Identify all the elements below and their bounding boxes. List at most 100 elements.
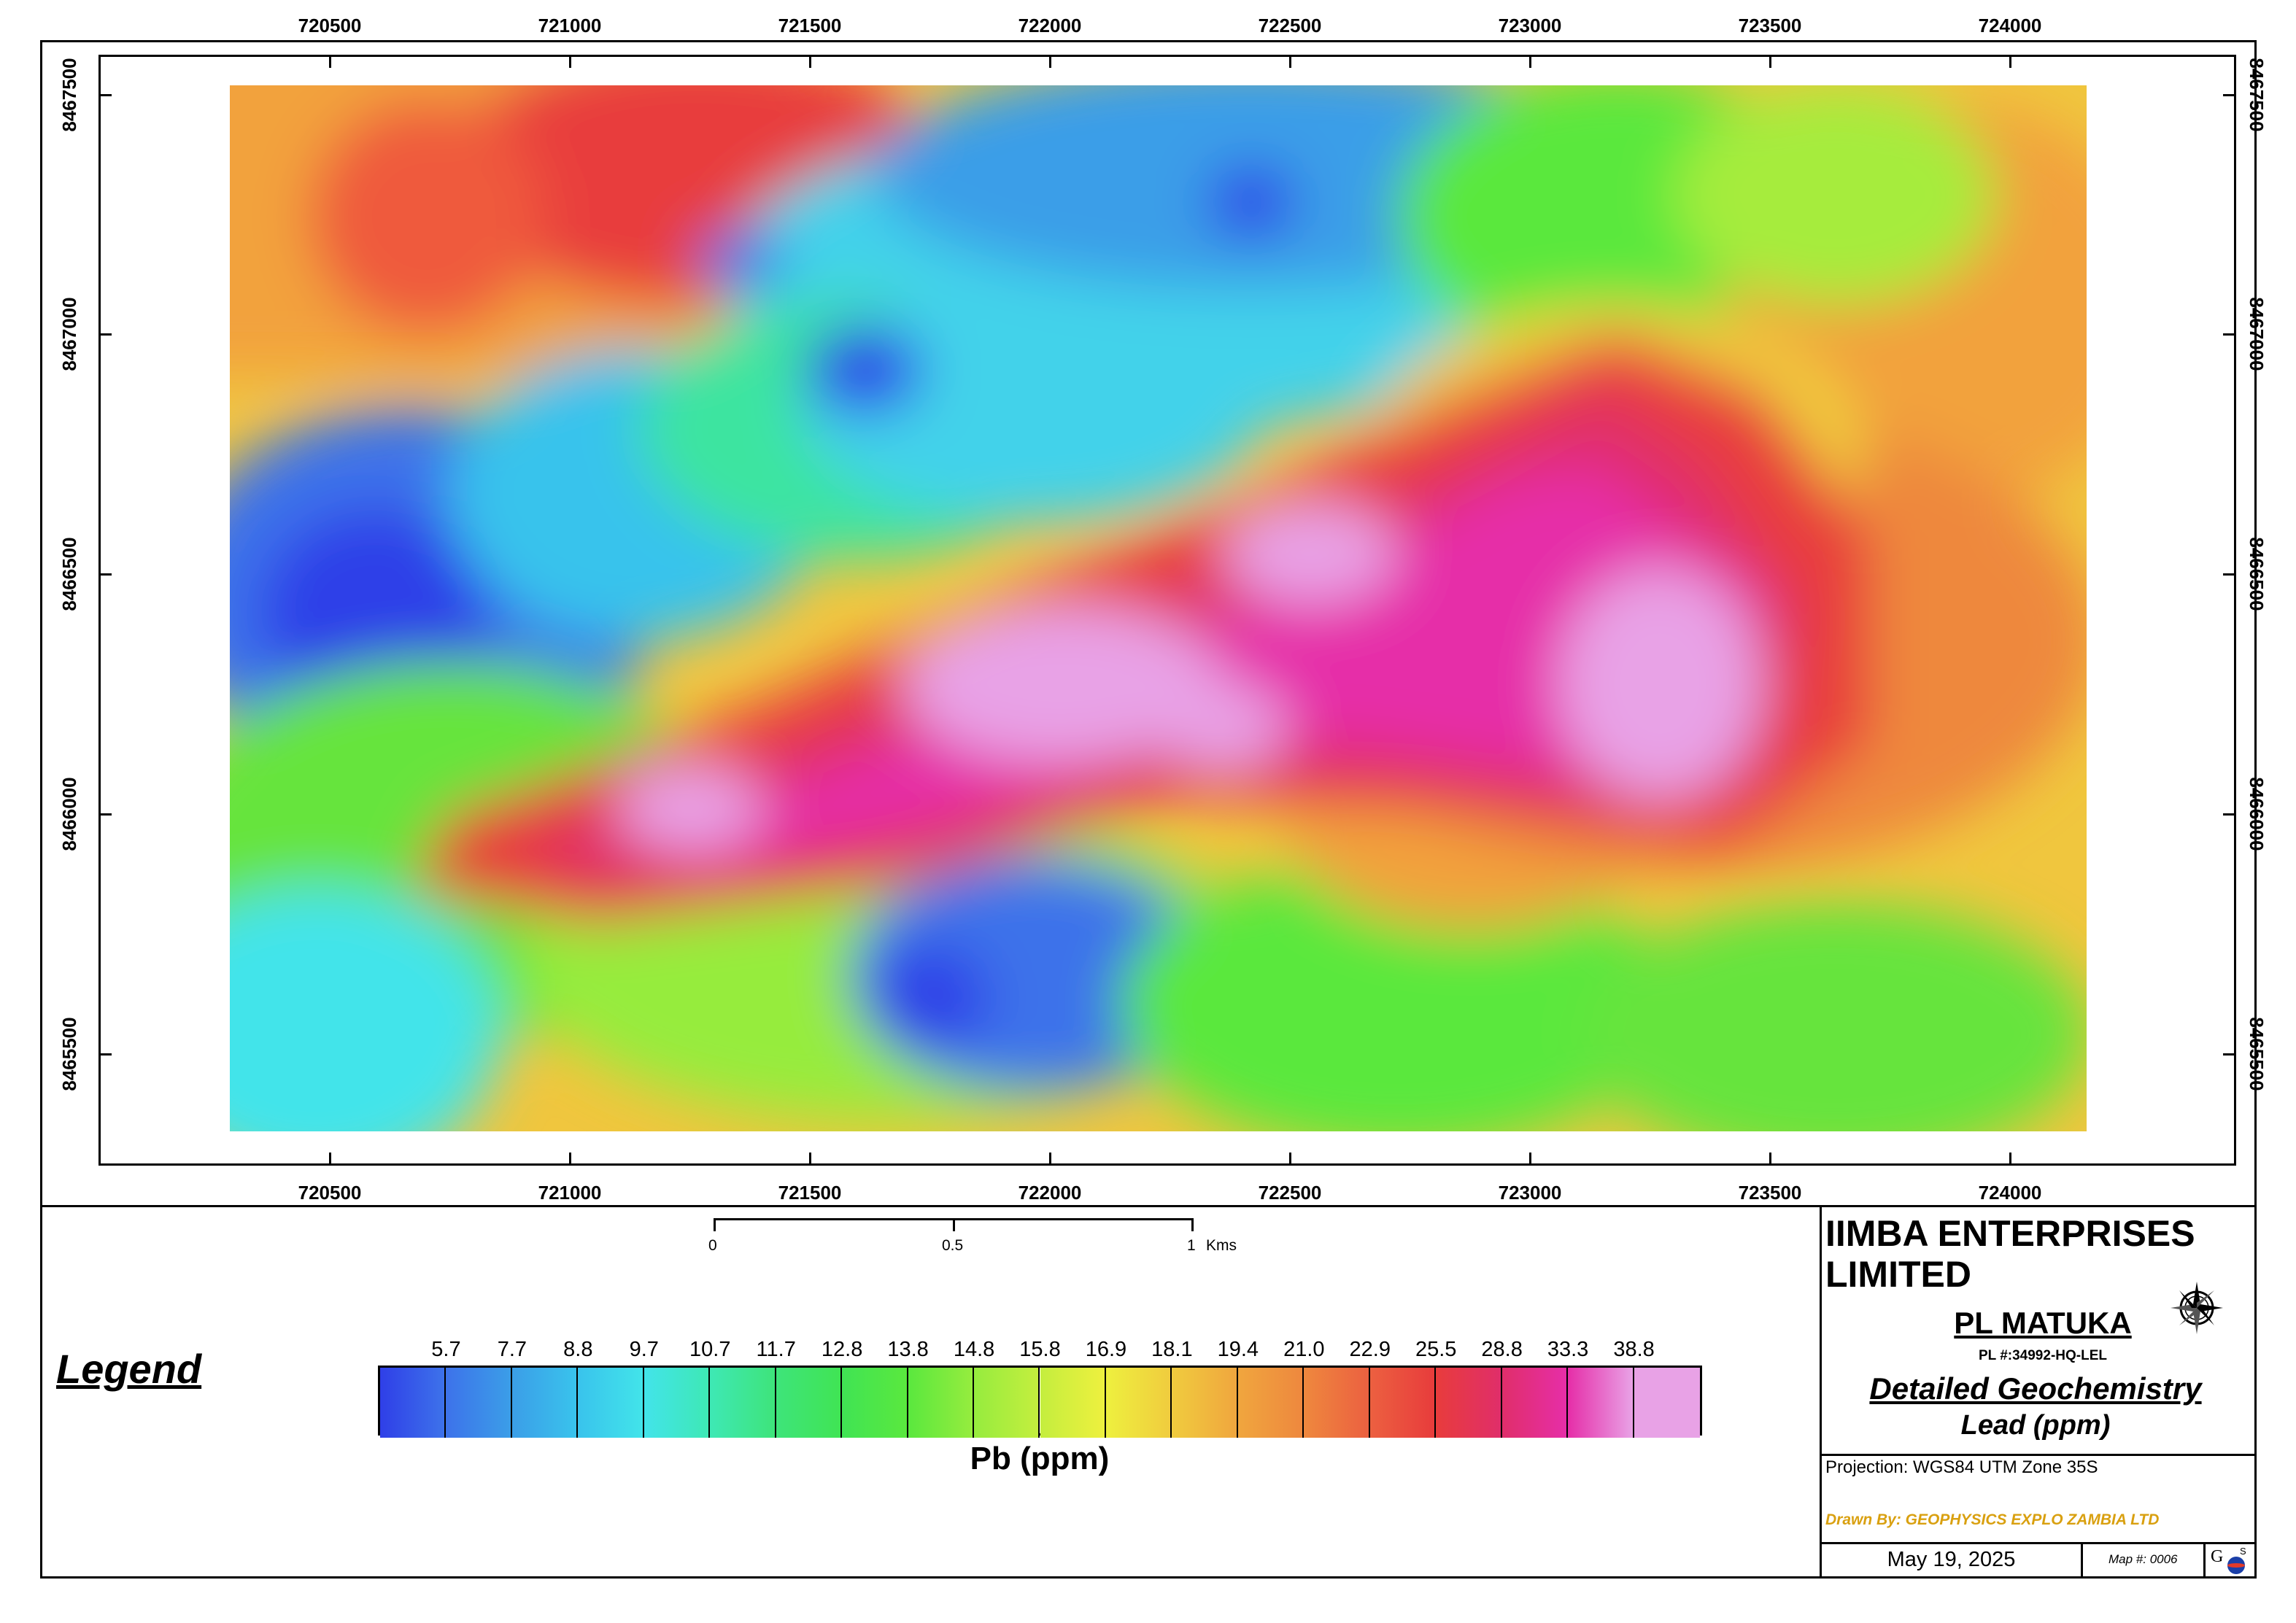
y-axis-label-right: 8466000 [2246,777,2268,851]
legend-value-label: 13.8 [887,1338,929,1361]
legend-swatch [776,1368,843,1438]
x-axis-label-top: 722500 [1258,15,1322,36]
permit-number: PL #:34992-HQ-LEL [1979,1348,2107,1363]
x-axis-label-bottom: 722000 [1018,1182,1082,1204]
title-block-divider-footer [1820,1542,2257,1544]
legend-swatch [511,1368,579,1438]
title-block-divider-vertical [1820,1205,1822,1579]
legend-bar-label: Pb (ppm) [970,1441,1110,1476]
x-axis-label-top: 723000 [1498,15,1562,36]
x-axis-tick-top [2009,55,2011,68]
ges-logo-s: S [2240,1546,2246,1557]
x-axis-label-top: 720500 [298,15,362,36]
x-axis-label-top: 723500 [1738,15,1802,36]
lead-geochemistry-heatmap[interactable] [230,85,2087,1131]
map-date: May 19, 2025 [1887,1548,2016,1571]
legend-swatch [643,1368,711,1438]
x-axis-tick-top [329,55,331,68]
legend-value-label: 14.8 [953,1338,995,1361]
legend-swatch [1634,1368,1700,1438]
legend-swatch [1436,1368,1502,1438]
legend-value-label: 8.8 [563,1338,593,1361]
compass-rose-icon [2171,1282,2223,1334]
y-axis-tick-left [98,1053,112,1055]
x-axis-tick-top [1769,55,1771,68]
x-axis-tick-bottom [1289,1153,1291,1166]
x-axis-tick-top [809,55,811,68]
y-axis-tick-left [98,573,112,576]
x-axis-label-bottom: 722500 [1258,1182,1322,1204]
legend-swatch [1501,1368,1569,1438]
y-axis-label-left: 8466500 [58,537,80,611]
legend-title: Legend [56,1346,202,1392]
legend-swatch [1568,1368,1634,1438]
legend-swatch [446,1368,512,1438]
x-axis-tick-bottom [1529,1153,1531,1166]
scale-bar: 0 0.5 1 Kms [708,1217,1237,1254]
y-axis-tick-left [98,813,112,816]
y-axis-tick-right [2223,573,2236,576]
x-axis-label-top: 722000 [1018,15,1082,36]
x-axis-label-top: 724000 [1978,15,2042,36]
legend-value-label: 12.8 [821,1338,863,1361]
legend-swatch [1369,1368,1437,1438]
legend-value-label: 22.9 [1349,1338,1391,1361]
legend-value-label: 21.0 [1283,1338,1325,1361]
y-axis-tick-right [2223,813,2236,816]
ges-logo: G S [2211,1546,2253,1576]
permit-name: PL MATUKA [1954,1306,2132,1340]
legend-swatch [1304,1368,1370,1438]
scale-bar-tick-mid [953,1218,955,1231]
scale-bar-tick-0 [714,1218,716,1231]
x-axis-tick-bottom [569,1153,571,1166]
scale-bar-unit: Kms [1206,1237,1237,1254]
x-axis-tick-top [1289,55,1291,68]
legend-swatch [1172,1368,1238,1438]
legend-value-label: 7.7 [497,1338,527,1361]
x-axis-tick-bottom [1049,1153,1051,1166]
y-axis-label-right: 8465500 [2246,1017,2268,1091]
legend-panel-frame [40,1205,2257,1579]
legend-value-label: 38.8 [1613,1338,1655,1361]
legend-swatch [1237,1368,1304,1438]
y-axis-label-left: 8465500 [58,1017,80,1091]
legend-swatch [974,1368,1040,1438]
legend-values: 5.7 7.7 8.8 9.7 10.7 11.7 12.8 13.8 14.8 15.8 16.9… [378,1339,1702,1364]
scale-bar-label-0: 0 [708,1237,717,1254]
legend-value-label: 5.7 [431,1338,461,1361]
legend-value-label: 11.7 [756,1338,796,1361]
map-number: Map #: 0006 [2108,1552,2178,1566]
y-axis-label-left: 8467500 [58,58,80,132]
x-axis-label-top: 721500 [778,15,842,36]
map-neatline [98,55,2236,1166]
x-axis-tick-top [1049,55,1051,68]
legend-value-label: 33.3 [1547,1338,1589,1361]
scale-bar-label-mid: 0.5 [942,1237,964,1254]
legend-value-label: 9.7 [629,1338,659,1361]
x-axis-tick-bottom [329,1153,331,1166]
legend-value-label: 15.8 [1019,1338,1061,1361]
scale-bar-label-1: 1 [1187,1237,1196,1254]
y-axis-tick-right [2223,1053,2236,1055]
legend-swatch [842,1368,908,1438]
drawn-by-text: Drawn By: GEOPHYSICS EXPLO ZAMBIA LTD [1825,1511,2160,1528]
map-element: Lead (ppm) [1960,1410,2111,1441]
y-axis-label-right: 8467500 [2246,58,2268,132]
x-axis-label-bottom: 720500 [298,1182,362,1204]
legend-swatch [1105,1368,1172,1438]
company-name: IIMBA ENTERPRISES LIMITED [1825,1213,2195,1295]
scale-bar-tick-1 [1191,1218,1194,1231]
legend-color-bar [378,1366,1702,1438]
legend-value-label: 16.9 [1085,1338,1127,1361]
y-axis-label-left: 8467000 [58,297,80,371]
title-block-divider-mapno [2203,1542,2206,1579]
projection-text: Projection: WGS84 UTM Zone 35S [1825,1457,2098,1477]
x-axis-label-bottom: 723000 [1498,1182,1562,1204]
x-axis-tick-bottom [1769,1153,1771,1166]
map-subject: Detailed Geochemistry [1869,1371,2202,1406]
legend-value-label: 25.5 [1415,1338,1457,1361]
y-axis-label-right: 8466500 [2246,537,2268,611]
x-axis-tick-bottom [2009,1153,2011,1166]
ges-logo-g: G [2211,1547,2224,1566]
y-axis-tick-right [2223,333,2236,336]
